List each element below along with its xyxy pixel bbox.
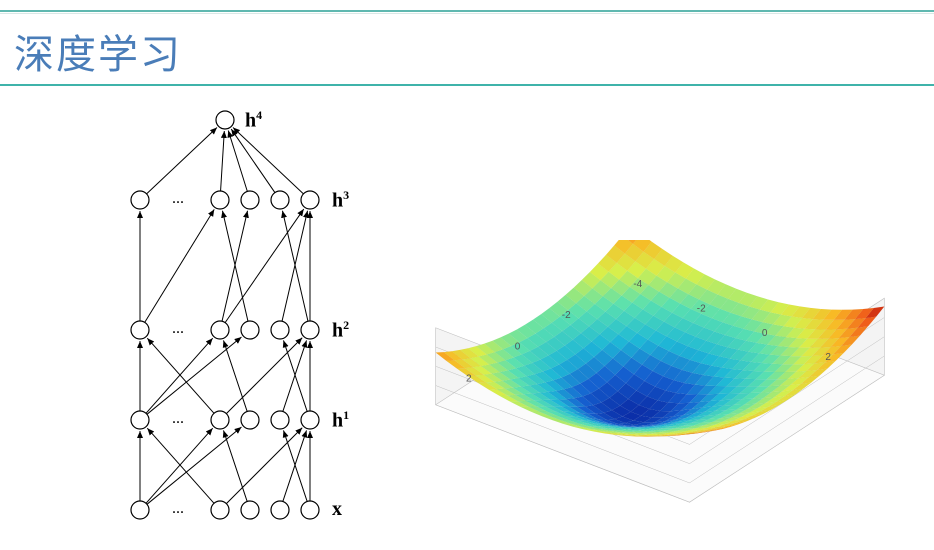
title-underline [0, 84, 934, 86]
network-diagram: ... x... h1... h2... h3 h4 [110, 100, 370, 540]
layer-ellipsis: ... [172, 320, 184, 338]
layer-ellipsis: ... [172, 190, 184, 208]
slide-title: 深度学习 [14, 22, 182, 80]
content-area: ... x... h1... h2... h3 h4 -4 -2 0 2 -2 0 2 [0, 100, 934, 550]
layer-label-h4: h4 [245, 108, 262, 133]
svg-text:0: 0 [515, 342, 521, 353]
svg-text:2: 2 [466, 373, 472, 384]
svg-text:2: 2 [825, 352, 831, 363]
layer-ellipsis: ... [172, 500, 184, 518]
surface-svg: -4 -2 0 2 -2 0 2 [430, 240, 900, 540]
svg-text:-2: -2 [562, 310, 571, 321]
svg-text:-2: -2 [697, 303, 706, 314]
network-svg [110, 100, 370, 540]
slide-root: 深度学习 ... x... h1... h2... h3 h4 -4 -2 0 2 -2 0 2 [0, 0, 934, 550]
layer-label-h1: h1 [332, 408, 349, 433]
surface-plot: -4 -2 0 2 -2 0 2 [430, 240, 900, 540]
layer-label-h3: h3 [332, 188, 349, 213]
top-rule [0, 10, 934, 14]
svg-text:0: 0 [762, 328, 768, 339]
layer-label-x: x [332, 498, 342, 521]
layer-ellipsis: ... [172, 410, 184, 428]
layer-label-h2: h2 [332, 318, 349, 343]
svg-text:-4: -4 [633, 279, 642, 290]
